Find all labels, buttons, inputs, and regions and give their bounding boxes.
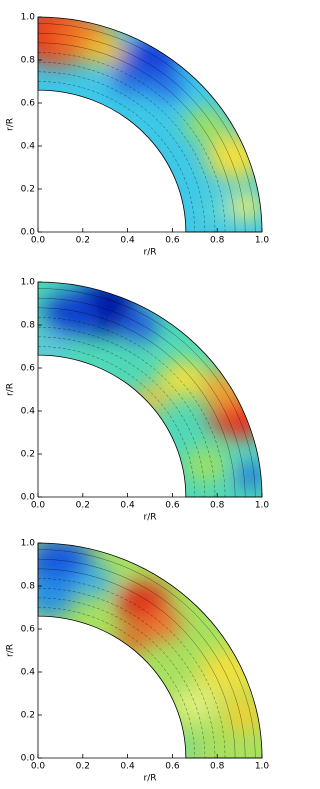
- x-tick-label: 0.4: [120, 762, 135, 772]
- y-tick-label: 0.8: [21, 56, 36, 66]
- field-spot: [228, 191, 262, 221]
- y-axis-label: r/R: [6, 118, 16, 131]
- x-axis-label: r/R: [144, 248, 157, 258]
- x-axis-label: r/R: [144, 513, 157, 523]
- field-spot: [141, 608, 182, 641]
- y-tick-label: 0.4: [21, 668, 36, 678]
- field-spot: [198, 648, 259, 696]
- contour-line: [38, 568, 236, 758]
- y-tick-label: 0.4: [21, 407, 36, 417]
- x-tick-label: 0.0: [31, 762, 46, 772]
- contour-line: [38, 346, 196, 497]
- field-spot: [38, 575, 76, 618]
- contour-line: [38, 607, 196, 758]
- y-tick-label: 0.8: [21, 582, 36, 592]
- x-tick-label: 0.8: [210, 762, 225, 772]
- y-axis-label: r/R: [6, 644, 16, 657]
- y-tick-label: 0.6: [21, 364, 36, 374]
- x-tick-label: 1.0: [255, 501, 270, 511]
- x-tick-label: 0.8: [210, 236, 225, 246]
- y-tick-label: 1.0: [21, 278, 36, 288]
- panel: 0.0 0.2 0.4 0.6 0.8 1.0 0.0 0.2 0.4 0.6 0.8 1.0 r/R r…: [6, 13, 270, 258]
- colour-field: [38, 282, 262, 497]
- y-tick-label: 0.2: [21, 711, 35, 721]
- y-tick-label: 0.4: [21, 142, 36, 152]
- y-tick-label: 0.6: [21, 625, 36, 635]
- field-spot: [201, 197, 234, 224]
- contour-line: [38, 288, 256, 497]
- x-tick-label: 1.0: [255, 236, 270, 246]
- field-spots: [38, 17, 262, 224]
- field-spot: [184, 106, 228, 143]
- x-tick-label: 0.2: [76, 501, 90, 511]
- annulus-outline: [37, 542, 263, 759]
- y-tick-label: 0.2: [21, 450, 35, 460]
- x-tick-label: 0.6: [165, 762, 180, 772]
- contour-line: [38, 297, 246, 497]
- panel: 0.0 0.2 0.4 0.6 0.8 1.0 0.0 0.2 0.4 0.6 0.8 1.0 r/R r…: [6, 278, 270, 523]
- field-spot: [74, 565, 114, 598]
- contour-line: [38, 71, 206, 232]
- x-tick-label: 1.0: [255, 762, 270, 772]
- x-tick-label: 0.8: [210, 501, 225, 511]
- field-spot: [43, 291, 100, 337]
- y-tick-label: 1.0: [21, 539, 36, 549]
- field-spot: [172, 686, 217, 722]
- field-spot: [149, 71, 186, 101]
- contour-line: [38, 558, 246, 758]
- contour-line: [38, 597, 206, 758]
- x-tick-label: 0.6: [165, 236, 180, 246]
- field-spot: [234, 462, 262, 489]
- y-tick-label: 0.0: [21, 754, 36, 764]
- y-tick-label: 0.6: [21, 99, 36, 109]
- field-spot: [184, 447, 228, 483]
- contour-line: [38, 61, 216, 232]
- field-spot: [118, 309, 159, 341]
- contour-line: [38, 42, 236, 232]
- contour-line: [38, 549, 256, 758]
- x-axis-label: r/R: [144, 774, 157, 784]
- figure: 0.0 0.2 0.4 0.6 0.8 1.0 0.0 0.2 0.4 0.6 0.8 1.0 r/R r…: [6, 13, 270, 784]
- x-tick-label: 0.2: [76, 762, 90, 772]
- annulus-outline: [37, 16, 263, 233]
- contour-line: [38, 578, 226, 758]
- contour-line: [38, 307, 236, 497]
- contour-line: [38, 587, 216, 758]
- x-tick-label: 0.0: [31, 501, 46, 511]
- y-tick-label: 1.0: [21, 13, 36, 23]
- contour-line: [38, 52, 226, 232]
- field-spot: [38, 332, 68, 361]
- colour-field: [38, 543, 262, 758]
- contour-line: [38, 32, 246, 232]
- y-tick-label: 0.0: [21, 228, 36, 238]
- contour-line: [38, 81, 196, 232]
- field-spot: [159, 359, 208, 398]
- x-tick-label: 0.0: [31, 236, 46, 246]
- contour-line: [38, 326, 216, 497]
- y-tick-label: 0.8: [21, 321, 36, 331]
- y-tick-label: 0.0: [21, 493, 36, 503]
- annulus-outline: [37, 281, 263, 498]
- y-axis-label: r/R: [6, 383, 16, 396]
- contour-line: [38, 336, 206, 497]
- y-tick-label: 0.2: [21, 185, 35, 195]
- x-tick-label: 0.4: [120, 501, 135, 511]
- contour-line: [38, 23, 256, 232]
- x-tick-label: 0.4: [120, 236, 135, 246]
- contour-line: [38, 317, 226, 497]
- panel: 0.0 0.2 0.4 0.6 0.8 1.0 0.0 0.2 0.4 0.6 0.8 1.0 r/R r…: [6, 539, 270, 784]
- x-tick-label: 0.6: [165, 501, 180, 511]
- field-spot: [112, 61, 153, 94]
- x-tick-label: 0.2: [76, 236, 90, 246]
- field-spot: [132, 385, 168, 415]
